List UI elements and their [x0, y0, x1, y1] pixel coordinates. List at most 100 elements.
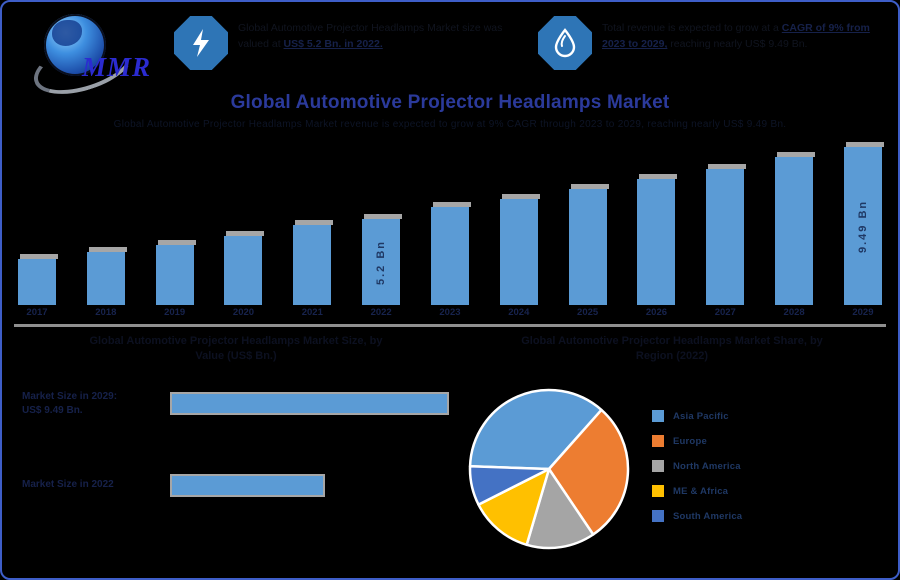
bar-2020	[224, 231, 265, 305]
region-share-panel: Global Automotive Projector Headlamps Ma…	[456, 334, 888, 570]
bar-rect-2021	[293, 225, 332, 305]
legend-item-me-africa: ME & Africa	[652, 485, 742, 497]
pie-slice-south-america	[468, 464, 551, 506]
bar-shadow-cap	[501, 194, 540, 199]
hbar-2022	[170, 473, 325, 497]
x-axis-label-2025: 2025	[577, 307, 599, 318]
bar-shadow-cap	[708, 164, 747, 169]
bar-value-label: 5.2 Bn	[375, 239, 388, 285]
legend-swatch	[652, 485, 664, 497]
blurb1-highlight: US$ 5.2 Bn. in 2022.	[283, 38, 383, 51]
bar-shadow-cap	[432, 202, 471, 207]
drop-icon	[538, 16, 592, 70]
x-axis-label-2029: 2029	[852, 307, 874, 318]
bar-2017	[18, 254, 58, 305]
bar-2018	[86, 247, 127, 305]
legend-item-north-america: North America	[652, 460, 742, 472]
legend-swatch	[652, 460, 664, 472]
legend-item-south-america: South America	[652, 510, 742, 522]
left-panel-header: Global Automotive Projector Headlamps Ma…	[16, 334, 456, 364]
legend-swatch	[652, 510, 664, 522]
blurb2-tail: reaching nearly US$ 9.49 Bn.	[667, 38, 808, 51]
bar-2026	[637, 174, 678, 305]
legend-label: ME & Africa	[673, 485, 729, 497]
bar-rect-2027	[706, 169, 745, 305]
bar-rect-2029: 9.49 Bn	[843, 147, 882, 305]
bar-rect-2023	[430, 207, 469, 305]
page-title: Global Automotive Projector Headlamps Ma…	[230, 92, 670, 113]
legend-swatch	[652, 410, 664, 422]
bar-rect-2028	[775, 157, 814, 305]
bar-shadow-cap	[20, 254, 58, 259]
bar-shadow-cap	[88, 247, 127, 252]
market-size-comparison-panel: Global Automotive Projector Headlamps Ma…	[16, 334, 456, 570]
bar-rect-2020	[224, 236, 263, 305]
lightning-icon	[174, 16, 228, 70]
bottom-section: Global Automotive Projector Headlamps Ma…	[16, 334, 888, 570]
blurb1-plain: Global Automotive Projector Headlamps Ma…	[238, 22, 503, 51]
legend-label: Asia Pacific	[673, 410, 729, 422]
legend-swatch	[652, 435, 664, 447]
blurb2-plain: Total revenue is expected to grow at a	[602, 22, 782, 34]
right-header-line1: Global Automotive Projector Headlamps Ma…	[521, 335, 823, 347]
bar-2027	[706, 164, 747, 305]
right-panel-header: Global Automotive Projector Headlamps Ma…	[456, 334, 888, 364]
blurb2-text: Total revenue is expected to grow at a C…	[602, 12, 888, 53]
bar-2025	[568, 184, 609, 305]
pie-legend: Asia Pacific Europe North America ME & Afri…	[652, 410, 742, 522]
bar-2028	[775, 152, 816, 305]
legend-label: South America	[673, 510, 743, 522]
x-axis-label-2028: 2028	[783, 307, 805, 318]
header-blurb-cagr: Total revenue is expected to grow at a C…	[538, 12, 888, 70]
hbar-row-2029: Market Size in 2029: US$ 9.49 Bn.	[22, 390, 456, 418]
bar-rect-2018	[86, 252, 125, 305]
page-subtitle: Global Automotive Projector Headlamps Ma…	[113, 119, 787, 130]
bar-shadow-cap	[364, 214, 403, 219]
x-axis-label-2018: 2018	[95, 307, 117, 318]
bar-rect-2022: 5.2 Bn	[362, 219, 401, 305]
bar-2021	[293, 220, 334, 305]
pie-slice-europe	[547, 408, 630, 536]
bar-shadow-cap	[226, 231, 265, 236]
hbar-row-2022: Market Size in 2022	[22, 473, 456, 497]
blurb1-text: Global Automotive Projector Headlamps Ma…	[238, 12, 522, 53]
bar-chart-x-axis-labels: 2017 2018 2019 2020 2021 2022 2023 2024 2025 2026…	[18, 307, 882, 318]
region-share-pie-chart	[464, 384, 634, 554]
bar-rect-2024	[499, 199, 538, 305]
x-axis-label-2019: 2019	[164, 307, 186, 318]
legend-label: Europe	[673, 435, 707, 447]
bar-2024	[499, 194, 540, 305]
hbar-2029	[170, 392, 449, 416]
left-header-line2: Value (US$ Bn.)	[195, 349, 277, 362]
bar-rect-2019	[155, 245, 194, 305]
header-blurb-market-size: Global Automotive Projector Headlamps Ma…	[174, 12, 522, 70]
bar-value-label: 9.49 Bn	[856, 199, 869, 253]
x-axis-label-2023: 2023	[439, 307, 461, 318]
bar-rect-2025	[568, 189, 607, 305]
bar-rect-2017	[18, 259, 56, 305]
x-axis-label-2017: 2017	[26, 307, 48, 318]
bar-shadow-cap	[845, 142, 884, 147]
header: MMR Global Automotive Projector Headlamp…	[16, 12, 888, 105]
bar-shadow-cap	[570, 184, 609, 189]
left-header-line1: Global Automotive Projector Headlamps Ma…	[89, 335, 383, 347]
bar-rect-2026	[637, 179, 676, 305]
x-axis-label-2021: 2021	[301, 307, 323, 318]
hbar-label-2022: Market Size in 2022	[22, 479, 114, 491]
bar-2022: 5.2 Bn	[362, 214, 403, 305]
mmr-logo: MMR	[16, 12, 166, 105]
pie-slice-asia-pacific	[468, 388, 603, 471]
market-size-bar-chart: 5.2 Bn 9.49 Bn	[18, 138, 884, 305]
bar-2019	[155, 240, 196, 305]
right-header-line2: Region (2022)	[635, 349, 709, 362]
bar-2029: 9.49 Bn	[843, 142, 884, 305]
legend-label: North America	[673, 460, 741, 472]
bar-shadow-cap	[295, 220, 334, 225]
section-divider	[14, 324, 886, 327]
logo-text: MMR	[82, 52, 152, 82]
x-axis-label-2024: 2024	[508, 307, 530, 318]
legend-item-europe: Europe	[652, 435, 742, 447]
hbar-label-2029: Market Size in 2029: US$ 9.49 Bn.	[22, 390, 118, 416]
bar-shadow-cap	[157, 240, 196, 245]
